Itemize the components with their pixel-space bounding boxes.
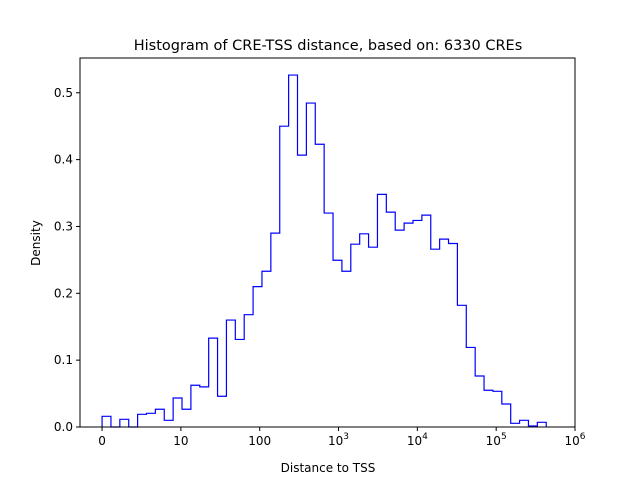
histogram-bin bbox=[457, 305, 466, 427]
x-tick-label: 106 bbox=[564, 432, 585, 448]
histogram-bin bbox=[226, 320, 235, 427]
histogram-bin bbox=[484, 390, 493, 427]
histogram-bin bbox=[146, 413, 155, 427]
histogram-bin bbox=[520, 420, 529, 427]
histogram-bin bbox=[218, 396, 227, 427]
x-tick-label: 0 bbox=[98, 434, 106, 448]
histogram-bin bbox=[306, 103, 315, 427]
histogram-bin bbox=[164, 420, 173, 427]
histogram-bin bbox=[191, 385, 200, 427]
histogram-bin bbox=[395, 230, 404, 427]
histogram-bin bbox=[120, 419, 129, 427]
x-tick-label: 103 bbox=[328, 432, 349, 448]
histogram-bin bbox=[155, 409, 164, 427]
histogram-bin bbox=[102, 416, 111, 427]
histogram-bin bbox=[173, 398, 182, 427]
histogram-bin bbox=[449, 244, 458, 427]
histogram-bin bbox=[209, 338, 218, 427]
histogram-bin bbox=[422, 215, 431, 427]
histogram-bin bbox=[377, 194, 386, 427]
y-tick-label: 0.5 bbox=[54, 86, 73, 100]
y-tick-label: 0.0 bbox=[54, 420, 73, 434]
y-tick-label: 0.2 bbox=[54, 286, 73, 300]
histogram-bin bbox=[511, 423, 520, 427]
y-tick-label: 0.1 bbox=[54, 353, 73, 367]
y-axis-label: Density bbox=[29, 220, 43, 266]
x-tick-label: 10 bbox=[173, 434, 188, 448]
histogram-bin bbox=[413, 220, 422, 427]
histogram-bin bbox=[466, 347, 475, 427]
histogram-bin bbox=[431, 249, 440, 427]
histogram-bin bbox=[360, 234, 369, 427]
chart-title: Histogram of CRE-TSS distance, based on:… bbox=[134, 38, 523, 54]
histogram-bin bbox=[200, 387, 209, 427]
histogram-bin bbox=[289, 75, 298, 427]
plot-frame bbox=[79, 57, 576, 428]
y-tick-label: 0.3 bbox=[54, 219, 73, 233]
x-tick-label: 100 bbox=[248, 434, 271, 448]
histogram-bin bbox=[138, 414, 147, 427]
histogram-bin bbox=[386, 212, 395, 427]
x-tick-label: 104 bbox=[407, 432, 428, 448]
histogram-bin bbox=[262, 271, 271, 427]
histogram-bin bbox=[235, 339, 244, 427]
histogram-bin bbox=[271, 233, 280, 427]
histogram-bin bbox=[502, 404, 511, 427]
histogram-step-line bbox=[101, 74, 547, 428]
y-tick-label: 0.4 bbox=[54, 153, 73, 167]
x-axis-label: Distance to TSS bbox=[281, 461, 376, 475]
histogram-bin bbox=[369, 247, 378, 427]
histogram-bin bbox=[315, 144, 324, 427]
histogram-bin bbox=[253, 287, 262, 427]
histogram-bin bbox=[493, 391, 502, 427]
histogram-bin bbox=[475, 376, 484, 427]
x-tick-label: 105 bbox=[486, 432, 507, 448]
histogram-bin bbox=[244, 315, 253, 427]
histogram-bin bbox=[298, 155, 307, 427]
histogram-bin bbox=[280, 126, 289, 427]
histogram-bin bbox=[440, 239, 449, 427]
histogram-bin bbox=[342, 271, 351, 427]
histogram-bin bbox=[324, 213, 333, 427]
histogram-bin bbox=[404, 223, 413, 427]
histogram-bin bbox=[351, 244, 360, 427]
histogram-bin bbox=[537, 422, 546, 427]
histogram-bin bbox=[182, 409, 191, 427]
histogram-bin bbox=[333, 260, 342, 427]
